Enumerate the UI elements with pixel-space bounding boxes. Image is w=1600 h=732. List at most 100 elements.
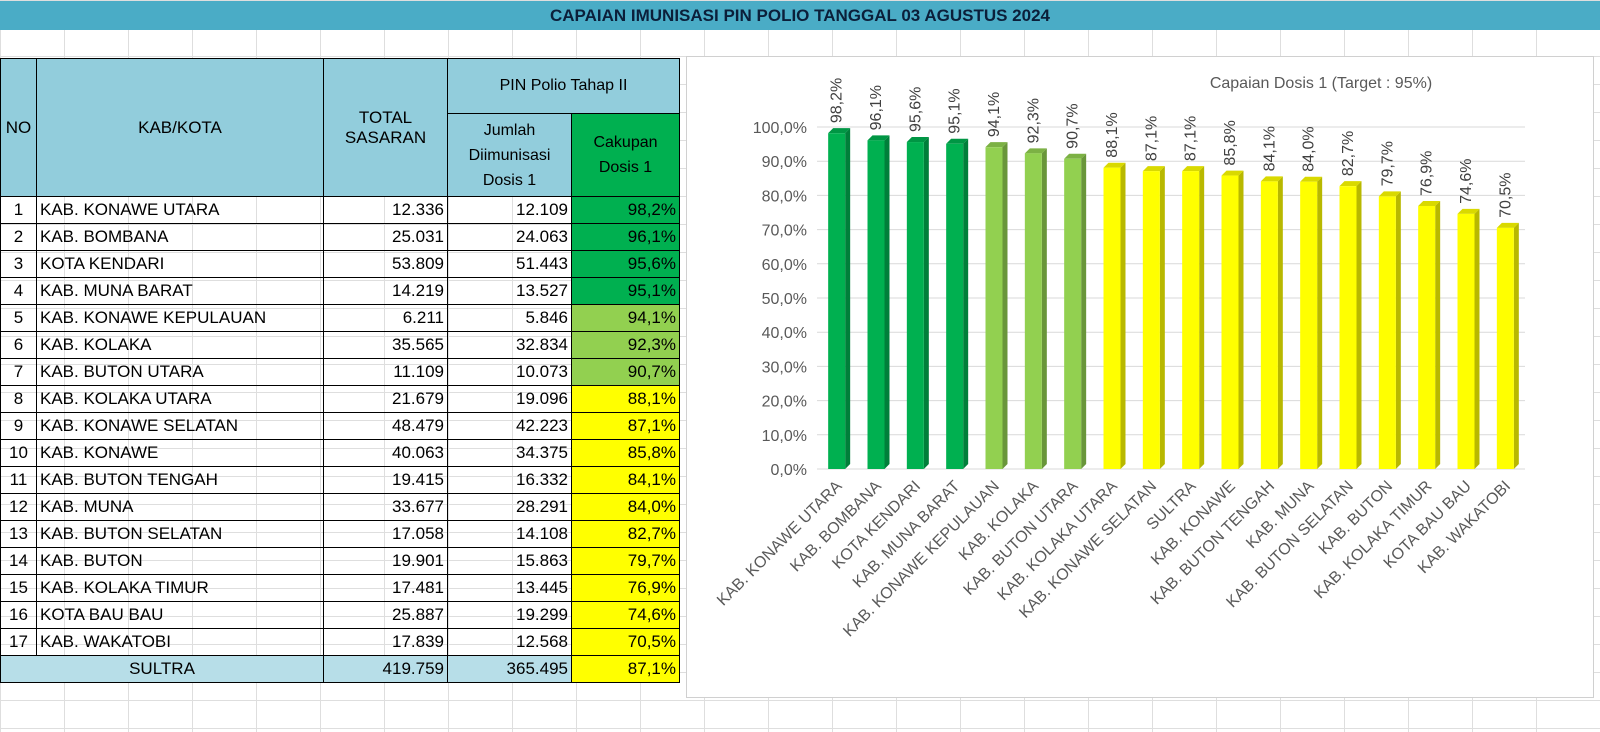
y-tick-label: 100,0% — [753, 120, 807, 137]
data-label: 96,1% — [868, 85, 885, 130]
row-jumlah-dosis: 19.096 — [447, 385, 572, 413]
bar-side — [1356, 181, 1362, 469]
table-row: 11 KAB. BUTON TENGAH 19.415 16.332 84,1% — [0, 466, 680, 494]
bar-side — [923, 137, 929, 469]
table-row: 8 KAB. KOLAKA UTARA 21.679 19.096 88,1% — [0, 385, 680, 413]
data-label: 85,8% — [1222, 120, 1239, 165]
bar-top — [1496, 222, 1519, 228]
bar-top — [946, 138, 969, 144]
header-cakupan-line-2: Dosis 1 — [598, 159, 653, 176]
header-cakupan-line-1: Cakupan — [593, 134, 658, 151]
row-total-sasaran: 53.809 — [323, 250, 448, 278]
bar — [1496, 227, 1514, 469]
row-kab-kota: KAB. KOLAKA — [36, 331, 324, 359]
chart-area: Capaian Dosis 1 (Target : 95%) 0,0% 10,0% 2… — [686, 56, 1594, 698]
bar-top — [1260, 176, 1283, 182]
total-row: SULTRA 419.759 365.495 87,1% — [0, 655, 680, 683]
row-kab-kota: KAB. WAKATOBI — [36, 628, 324, 656]
row-total-sasaran: 17.839 — [323, 628, 448, 656]
bar — [1103, 167, 1121, 469]
row-jumlah-dosis: 15.863 — [447, 547, 572, 575]
bar — [1142, 171, 1160, 470]
table-row: 2 KAB. BOMBANA 25.031 24.063 96,1% — [0, 223, 680, 251]
header-kab-kota: KAB/KOTA — [36, 58, 324, 197]
row-cakupan: 84,0% — [571, 493, 680, 521]
bar-side — [1513, 222, 1519, 469]
bar-top — [1378, 191, 1401, 197]
y-tick-label: 50,0% — [762, 291, 807, 308]
bar-side — [1081, 153, 1087, 469]
y-tick-label: 80,0% — [762, 188, 807, 205]
bar-top — [1300, 176, 1323, 182]
page-title: CAPAIAN IMUNISASI PIN POLIO TANGGAL 03 A… — [0, 1, 1600, 30]
row-total-sasaran: 17.058 — [323, 520, 448, 548]
row-no: 17 — [0, 628, 37, 656]
bar — [906, 142, 924, 469]
table-row: 10 KAB. KONAWE 40.063 34.375 85,8% — [0, 439, 680, 467]
row-no: 15 — [0, 574, 37, 602]
bar-top — [1418, 201, 1441, 207]
row-cakupan: 74,6% — [571, 601, 680, 629]
row-total-sasaran: 19.901 — [323, 547, 448, 575]
data-label: 87,1% — [1183, 116, 1200, 161]
data-label: 70,5% — [1497, 173, 1514, 218]
row-cakupan: 90,7% — [571, 358, 680, 386]
data-label: 95,1% — [947, 88, 964, 133]
data-label: 79,7% — [1379, 141, 1396, 186]
row-kab-kota: KAB. BUTON TENGAH — [36, 466, 324, 494]
row-kab-kota: KAB. KONAWE — [36, 439, 324, 467]
y-tick-label: 20,0% — [762, 394, 807, 411]
table-row: 16 KOTA BAU BAU 25.887 19.299 74,6% — [0, 601, 680, 629]
row-no: 13 — [0, 520, 37, 548]
data-label: 74,6% — [1458, 158, 1475, 203]
row-cakupan: 84,1% — [571, 466, 680, 494]
bar — [1418, 206, 1436, 469]
total-cakupan: 87,1% — [571, 655, 680, 683]
header-total-line-1: TOTAL — [358, 107, 413, 127]
bar-chart: Capaian Dosis 1 (Target : 95%) 0,0% 10,0% 2… — [714, 75, 1525, 640]
row-total-sasaran: 11.109 — [323, 358, 448, 386]
row-cakupan: 88,1% — [571, 385, 680, 413]
row-jumlah-dosis: 19.299 — [447, 601, 572, 629]
row-no: 1 — [0, 196, 37, 224]
bar-top — [1142, 166, 1165, 172]
header-jumlah-line-1: Jumlah — [483, 121, 536, 139]
row-cakupan: 82,7% — [571, 520, 680, 548]
row-total-sasaran: 14.219 — [323, 277, 448, 305]
bar-top — [1064, 153, 1087, 159]
row-kab-kota: KAB. MUNA — [36, 493, 324, 521]
row-no: 5 — [0, 304, 37, 332]
row-jumlah-dosis: 34.375 — [447, 439, 572, 467]
bar — [1339, 186, 1357, 469]
header-no: NO — [0, 58, 37, 197]
bar-side — [1474, 208, 1480, 470]
row-total-sasaran: 35.565 — [323, 331, 448, 359]
data-label: 92,3% — [1025, 98, 1042, 143]
row-jumlah-dosis: 51.443 — [447, 250, 572, 278]
y-tick-label: 30,0% — [762, 359, 807, 376]
row-jumlah-dosis: 10.073 — [447, 358, 572, 386]
row-jumlah-dosis: 12.568 — [447, 628, 572, 656]
table-row: 9 KAB. KONAWE SELATAN 48.479 42.223 87,1% — [0, 412, 680, 440]
row-kab-kota: KAB. MUNA BARAT — [36, 277, 324, 305]
row-no: 3 — [0, 250, 37, 278]
row-no: 6 — [0, 331, 37, 359]
row-total-sasaran: 25.031 — [323, 223, 448, 251]
data-label: 84,1% — [1261, 126, 1278, 171]
row-kab-kota: KOTA KENDARI — [36, 250, 324, 278]
data-label: 95,6% — [907, 87, 924, 132]
y-tick-label: 40,0% — [762, 325, 807, 342]
row-cakupan: 92,3% — [571, 331, 680, 359]
table-row: 13 KAB. BUTON SELATAN 17.058 14.108 82,7% — [0, 520, 680, 548]
bar-top — [1339, 181, 1362, 187]
data-label: 98,2% — [829, 78, 846, 123]
y-tick-label: 90,0% — [762, 154, 807, 171]
bar-top — [906, 137, 929, 143]
row-kab-kota: KAB. KONAWE UTARA — [36, 196, 324, 224]
row-cakupan: 76,9% — [571, 574, 680, 602]
row-kab-kota: KAB. KOLAKA UTARA — [36, 385, 324, 413]
bar — [1378, 196, 1396, 469]
y-tick-label: 10,0% — [762, 428, 807, 445]
bar-side — [1041, 148, 1047, 470]
bar-top — [1024, 148, 1047, 154]
